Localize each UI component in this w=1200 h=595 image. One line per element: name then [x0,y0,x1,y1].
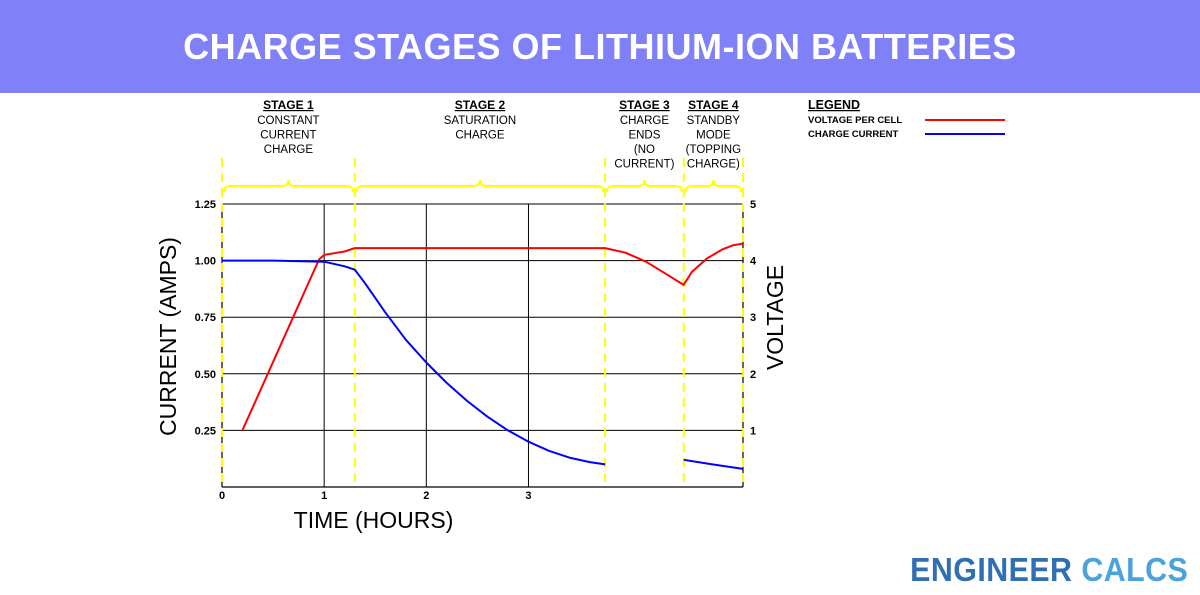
brand-word-calcs: CALCS [1081,551,1188,588]
voltage-line [241,242,744,431]
stage-brace [355,179,605,193]
stage-description-line: MODE [696,130,731,142]
stage-description-line: CHARGE) [687,159,740,171]
title-banner: CHARGE STAGES OF LITHIUM-ION BATTERIES [0,0,1200,93]
y-left-axis-title: CURRENT (AMPS) [155,237,181,436]
y-left-tick-label: 0.50 [195,369,216,381]
legend-entry-label: VOLTAGE PER CELL [808,115,902,126]
y-right-tick-label: 4 [750,256,757,268]
stage-description-line: ENDS [628,130,660,142]
y-right-axis-title: VOLTAGE [762,265,788,370]
stage-heading: STAGE 1 [263,98,314,112]
y-left-tick-label: 1.00 [195,256,216,268]
x-tick-label: 2 [423,490,429,502]
x-tick-label: 0 [219,490,225,502]
y-right-tick-label: 5 [750,199,756,211]
stage-brace [684,179,742,193]
stage-brace [223,179,354,193]
page-title: CHARGE STAGES OF LITHIUM-ION BATTERIES [183,25,1017,67]
x-axis-title: TIME (HOURS) [294,507,454,533]
brand-logo: ENGINEER CALCS [910,551,1188,589]
stage-description-line: CURRENT) [614,159,674,171]
stage-description-line: CHARGE [264,144,314,156]
stage-description-line: SATURATION [444,115,516,127]
stage-heading: STAGE 3 [619,98,670,112]
charge-current-line [683,458,744,470]
stage-description-line: (TOPPING [686,144,741,156]
stage-heading: STAGE 4 [688,98,739,112]
brand-word-engineer: ENGINEER [909,551,1073,588]
stage-description-line: CONSTANT [257,115,319,127]
y-left-tick-label: 0.75 [195,312,216,324]
stage-brace [606,179,683,193]
stage-description-line: CHARGE [455,130,505,142]
x-tick-label: 3 [525,490,531,502]
charge-current-line [222,259,606,466]
y-left-tick-label: 0.25 [195,425,216,437]
y-left-tick-label: 1.25 [195,199,216,211]
stage-description-line: CHARGE [620,115,670,127]
legend-entry-label: CHARGE CURRENT [808,129,898,140]
x-tick-label: 1 [321,490,327,502]
stage-heading: STAGE 2 [455,98,506,112]
stage-description-line: CURRENT [260,130,316,142]
y-right-tick-label: 3 [750,312,756,324]
stage-description-line: STANDBY [687,115,741,127]
legend-title: LEGEND [808,98,860,112]
y-right-tick-label: 1 [750,425,756,437]
y-right-tick-label: 2 [750,369,756,381]
stage-description-line: (NO [634,144,655,156]
